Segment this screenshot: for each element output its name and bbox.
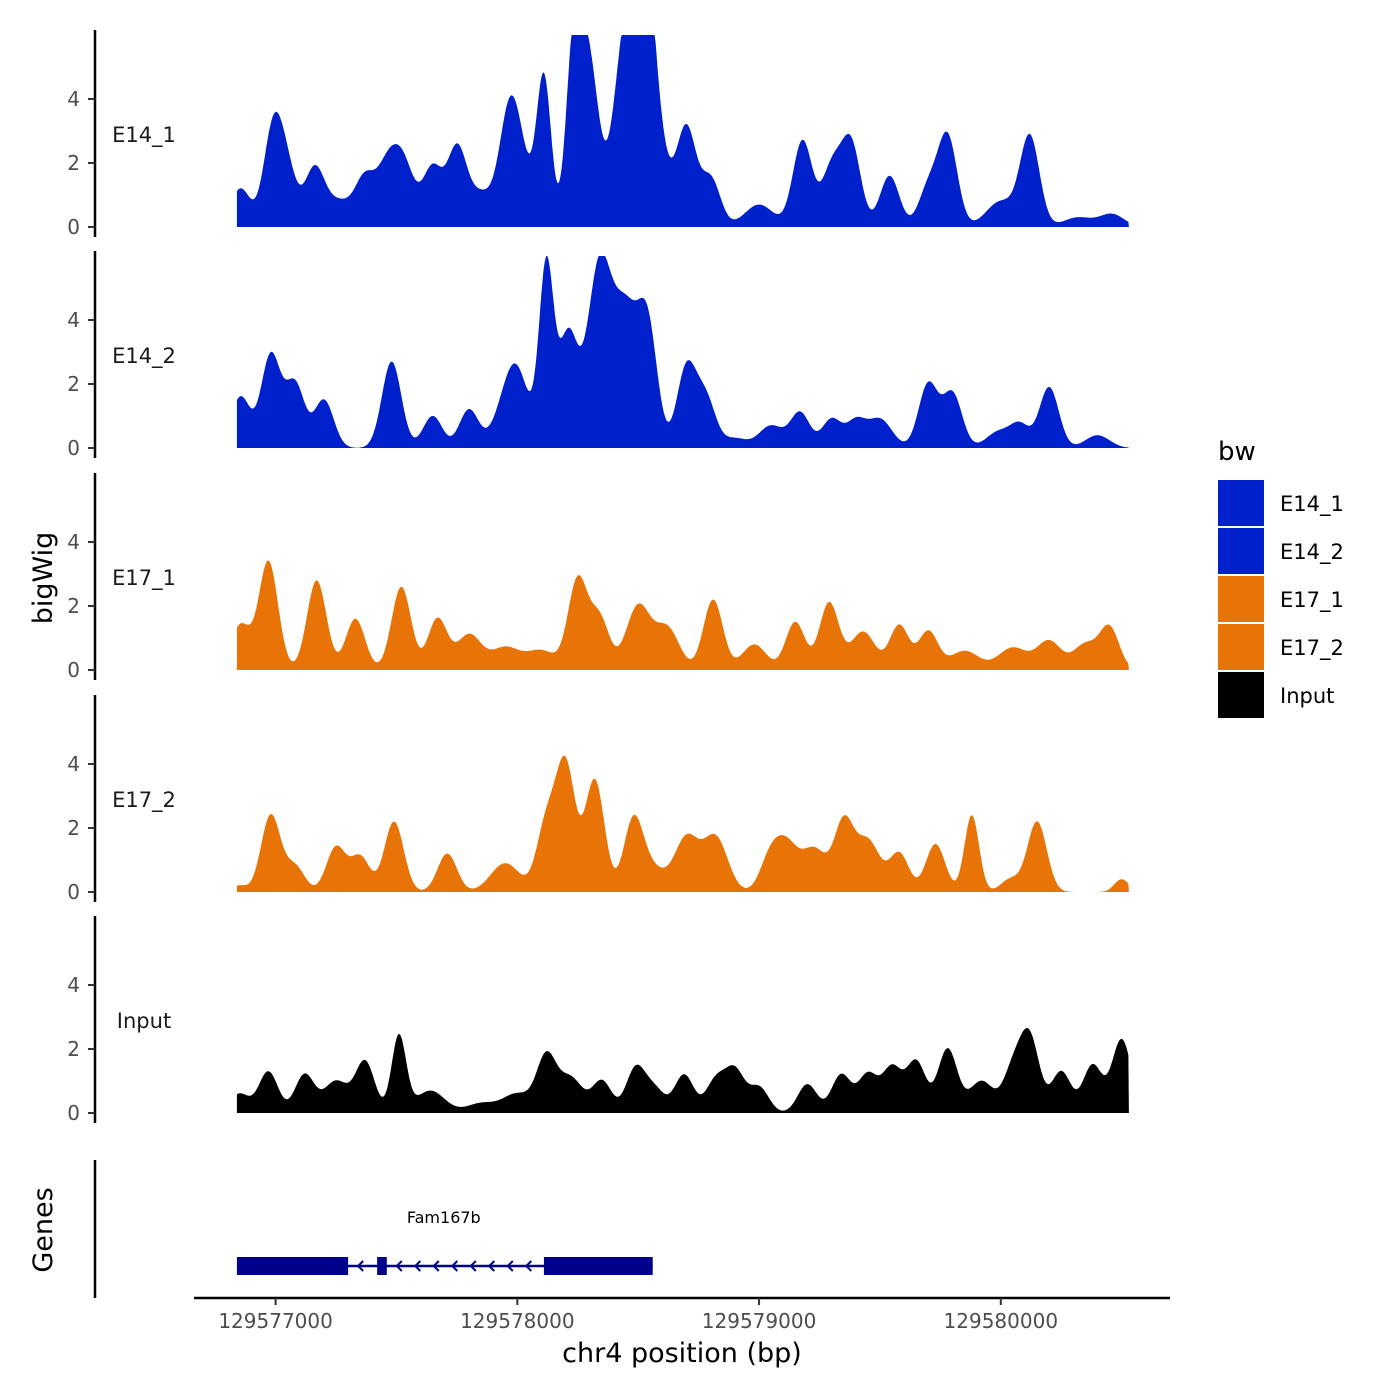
x-axis: 129577000 129578000 129579000 129580000 — [194, 1296, 1170, 1333]
track-label: E14_1 — [112, 123, 176, 148]
track-label: Input — [117, 1009, 171, 1033]
x-tick-label: 129577000 — [218, 1309, 333, 1333]
legend-key-Input — [1218, 672, 1264, 718]
y-tick-label: 0 — [67, 215, 80, 239]
coverage-area-E14_1 — [236, 35, 1129, 227]
track-label: E17_1 — [112, 566, 176, 591]
track-label: E17_2 — [112, 788, 176, 813]
x-axis-title: chr4 position (bp) — [562, 1338, 802, 1369]
y-tick-label: 4 — [67, 752, 80, 776]
y-tick-label: 0 — [67, 880, 80, 904]
track-E14_1: 0 2 4 E14_1 — [67, 30, 1129, 239]
legend: bw E14_1 E14_2 E17_1 E17_2 Input — [1218, 437, 1344, 718]
y-tick-label: 0 — [67, 658, 80, 682]
strand-arrow — [356, 1260, 364, 1272]
strand-arrow — [432, 1260, 440, 1272]
legend-key-E17_2 — [1218, 624, 1264, 670]
strand-arrow — [450, 1260, 459, 1272]
y-tick-label: 0 — [67, 436, 80, 460]
coverage-area-E17_1 — [236, 560, 1129, 670]
track-Input: 0 2 4 Input — [67, 916, 1129, 1125]
y-tick-label: 2 — [67, 816, 80, 840]
y-tick-label: 2 — [67, 151, 80, 175]
coverage-area-E14_2 — [236, 256, 1129, 448]
track-label: E14_2 — [112, 344, 176, 369]
x-tick-label: 129578000 — [460, 1309, 575, 1333]
y-tick-label: 4 — [67, 308, 80, 332]
y-axis-title: bigWig — [28, 532, 59, 625]
y-tick-label: 2 — [67, 1037, 80, 1061]
strand-arrow — [524, 1260, 533, 1272]
strand-arrow — [413, 1260, 422, 1272]
legend-label: Input — [1280, 684, 1334, 708]
legend-label: E14_1 — [1280, 492, 1344, 517]
x-tick-label: 129580000 — [944, 1309, 1059, 1333]
y-tick-label: 2 — [67, 372, 80, 396]
gene-name-label: Fam167b — [407, 1208, 481, 1227]
gene-exon — [543, 1257, 653, 1275]
genes-panel: Fam167b — [93, 1160, 653, 1298]
legend-label: E17_1 — [1280, 588, 1344, 613]
legend-key-E17_1 — [1218, 576, 1264, 622]
track-E17_1: 0 2 4 E17_1 — [67, 473, 1129, 682]
legend-key-E14_1 — [1218, 480, 1264, 526]
y-tick-label: 0 — [67, 1101, 80, 1125]
genes-axis-title: Genes — [28, 1187, 59, 1272]
gene-exon — [377, 1257, 387, 1275]
coverage-area-E17_2 — [236, 755, 1129, 892]
y-tick-label: 4 — [67, 973, 80, 997]
track-E17_2: 0 2 4 E17_2 — [67, 695, 1129, 904]
y-tick-label: 4 — [67, 530, 80, 554]
bigwig-tracks: 0 2 4 E14_1 0 2 4 E14_2 0 2 4 E17_1 0 2 4 E17_2 0 2 4 Input — [67, 30, 1129, 1125]
coverage-area-Input — [236, 1028, 1129, 1113]
legend-key-E14_2 — [1218, 528, 1264, 574]
legend-label: E14_2 — [1280, 540, 1344, 565]
x-tick-label: 129579000 — [702, 1309, 817, 1333]
strand-arrow — [506, 1260, 514, 1272]
strand-arrow — [395, 1260, 403, 1272]
track-E14_2: 0 2 4 E14_2 — [67, 251, 1129, 460]
y-tick-label: 2 — [67, 594, 80, 618]
strand-arrow — [487, 1260, 496, 1272]
y-tick-label: 4 — [67, 87, 80, 111]
legend-title: bw — [1218, 437, 1256, 467]
legend-label: E17_2 — [1280, 636, 1344, 661]
gene-exon — [236, 1257, 349, 1275]
strand-arrow — [469, 1260, 477, 1272]
